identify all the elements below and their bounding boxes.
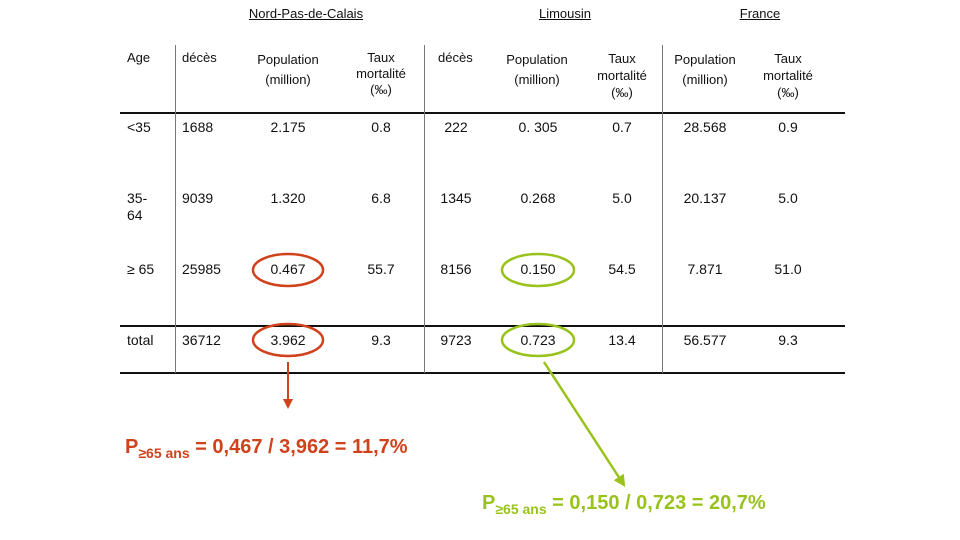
formula-limousin-p: P xyxy=(482,492,496,514)
row4-age: total xyxy=(127,332,154,348)
formula-npdc: P≥65 ans = 0,467 / 3,962 = 11,7% xyxy=(125,436,408,461)
arrow-limousin xyxy=(542,361,626,488)
row2-lim-taux: 5.0 xyxy=(612,190,632,206)
row1-lim-pop: 0. 305 xyxy=(518,119,558,135)
table-rule-top xyxy=(120,112,845,114)
row4-lim-pop: 0.723 xyxy=(520,332,556,348)
row4-fr-taux: 9.3 xyxy=(778,332,798,348)
table-separator-npdc xyxy=(424,45,425,373)
header-taux-limousin: Taux mortalité (‰) xyxy=(597,51,647,100)
table-separator-limousin xyxy=(662,45,663,373)
row1-npdc-pop: 2.175 xyxy=(270,119,306,135)
region-title-npdc: Nord-Pas-de-Calais xyxy=(248,6,364,21)
formula-npdc-sub: ≥65 ans xyxy=(138,445,190,461)
row2-fr-pop: 20.137 xyxy=(683,190,727,206)
row3-fr-pop: 7.871 xyxy=(687,261,723,277)
table-rule-bottom xyxy=(120,372,845,374)
header-age: Age xyxy=(127,50,151,65)
row4-npdc-taux: 9.3 xyxy=(371,332,391,348)
row3-lim-pop: 0.150 xyxy=(520,261,556,277)
row1-fr-pop: 28.568 xyxy=(683,119,727,135)
row4-npdc-pop: 3.962 xyxy=(270,332,306,348)
header-population-limousin: Population (million) xyxy=(506,52,568,87)
table-separator-age xyxy=(175,45,176,373)
table-rule-total xyxy=(120,325,845,327)
row4-lim-taux: 13.4 xyxy=(608,332,636,348)
header-taux-npdc: Taux mortalité (‰) xyxy=(356,50,406,97)
row3-lim-deces: 8156 xyxy=(440,261,472,277)
row1-npdc-taux: 0.8 xyxy=(371,119,391,135)
row1-npdc-deces: 1688 xyxy=(182,119,214,135)
row2-lim-deces: 1345 xyxy=(440,190,472,206)
row3-npdc-taux: 55.7 xyxy=(367,261,395,277)
formula-npdc-rest: = 0,467 / 3,962 = 11,7% xyxy=(189,436,408,458)
header-deces-npdc: décès xyxy=(182,50,217,65)
row2-age: 35- 64 xyxy=(127,190,148,223)
region-title-france: France xyxy=(739,6,781,21)
row2-lim-pop: 0.268 xyxy=(520,190,556,206)
row3-fr-taux: 51.0 xyxy=(774,261,802,277)
row2-fr-taux: 5.0 xyxy=(778,190,798,206)
header-population-npdc: Population (million) xyxy=(257,52,319,87)
row2-npdc-taux: 6.8 xyxy=(371,190,391,206)
formula-limousin-rest: = 0,150 / 0,723 = 20,7% xyxy=(546,492,766,514)
row1-lim-deces: 222 xyxy=(444,119,468,135)
row3-npdc-deces: 25985 xyxy=(182,261,221,277)
row4-lim-deces: 9723 xyxy=(440,332,472,348)
row4-npdc-deces: 36712 xyxy=(182,332,221,348)
row1-fr-taux: 0.9 xyxy=(778,119,798,135)
header-taux-france: Taux mortalité (‰) xyxy=(763,51,813,100)
row3-age: ≥ 65 xyxy=(127,261,155,277)
header-deces-limousin: décès xyxy=(438,50,473,65)
row1-lim-taux: 0.7 xyxy=(612,119,632,135)
formula-limousin-sub: ≥65 ans xyxy=(495,501,547,517)
row2-npdc-pop: 1.320 xyxy=(270,190,306,206)
row2-npdc-deces: 9039 xyxy=(182,190,214,206)
formula-npdc-p: P xyxy=(125,436,139,458)
row3-lim-taux: 54.5 xyxy=(608,261,636,277)
row3-npdc-pop: 0.467 xyxy=(270,261,306,277)
formula-limousin: P≥65 ans = 0,150 / 0,723 = 20,7% xyxy=(482,492,766,517)
region-title-limousin: Limousin xyxy=(538,6,592,21)
header-population-france: Population (million) xyxy=(674,52,736,87)
row4-fr-pop: 56.577 xyxy=(683,332,727,348)
row1-age: <35 xyxy=(127,119,151,135)
